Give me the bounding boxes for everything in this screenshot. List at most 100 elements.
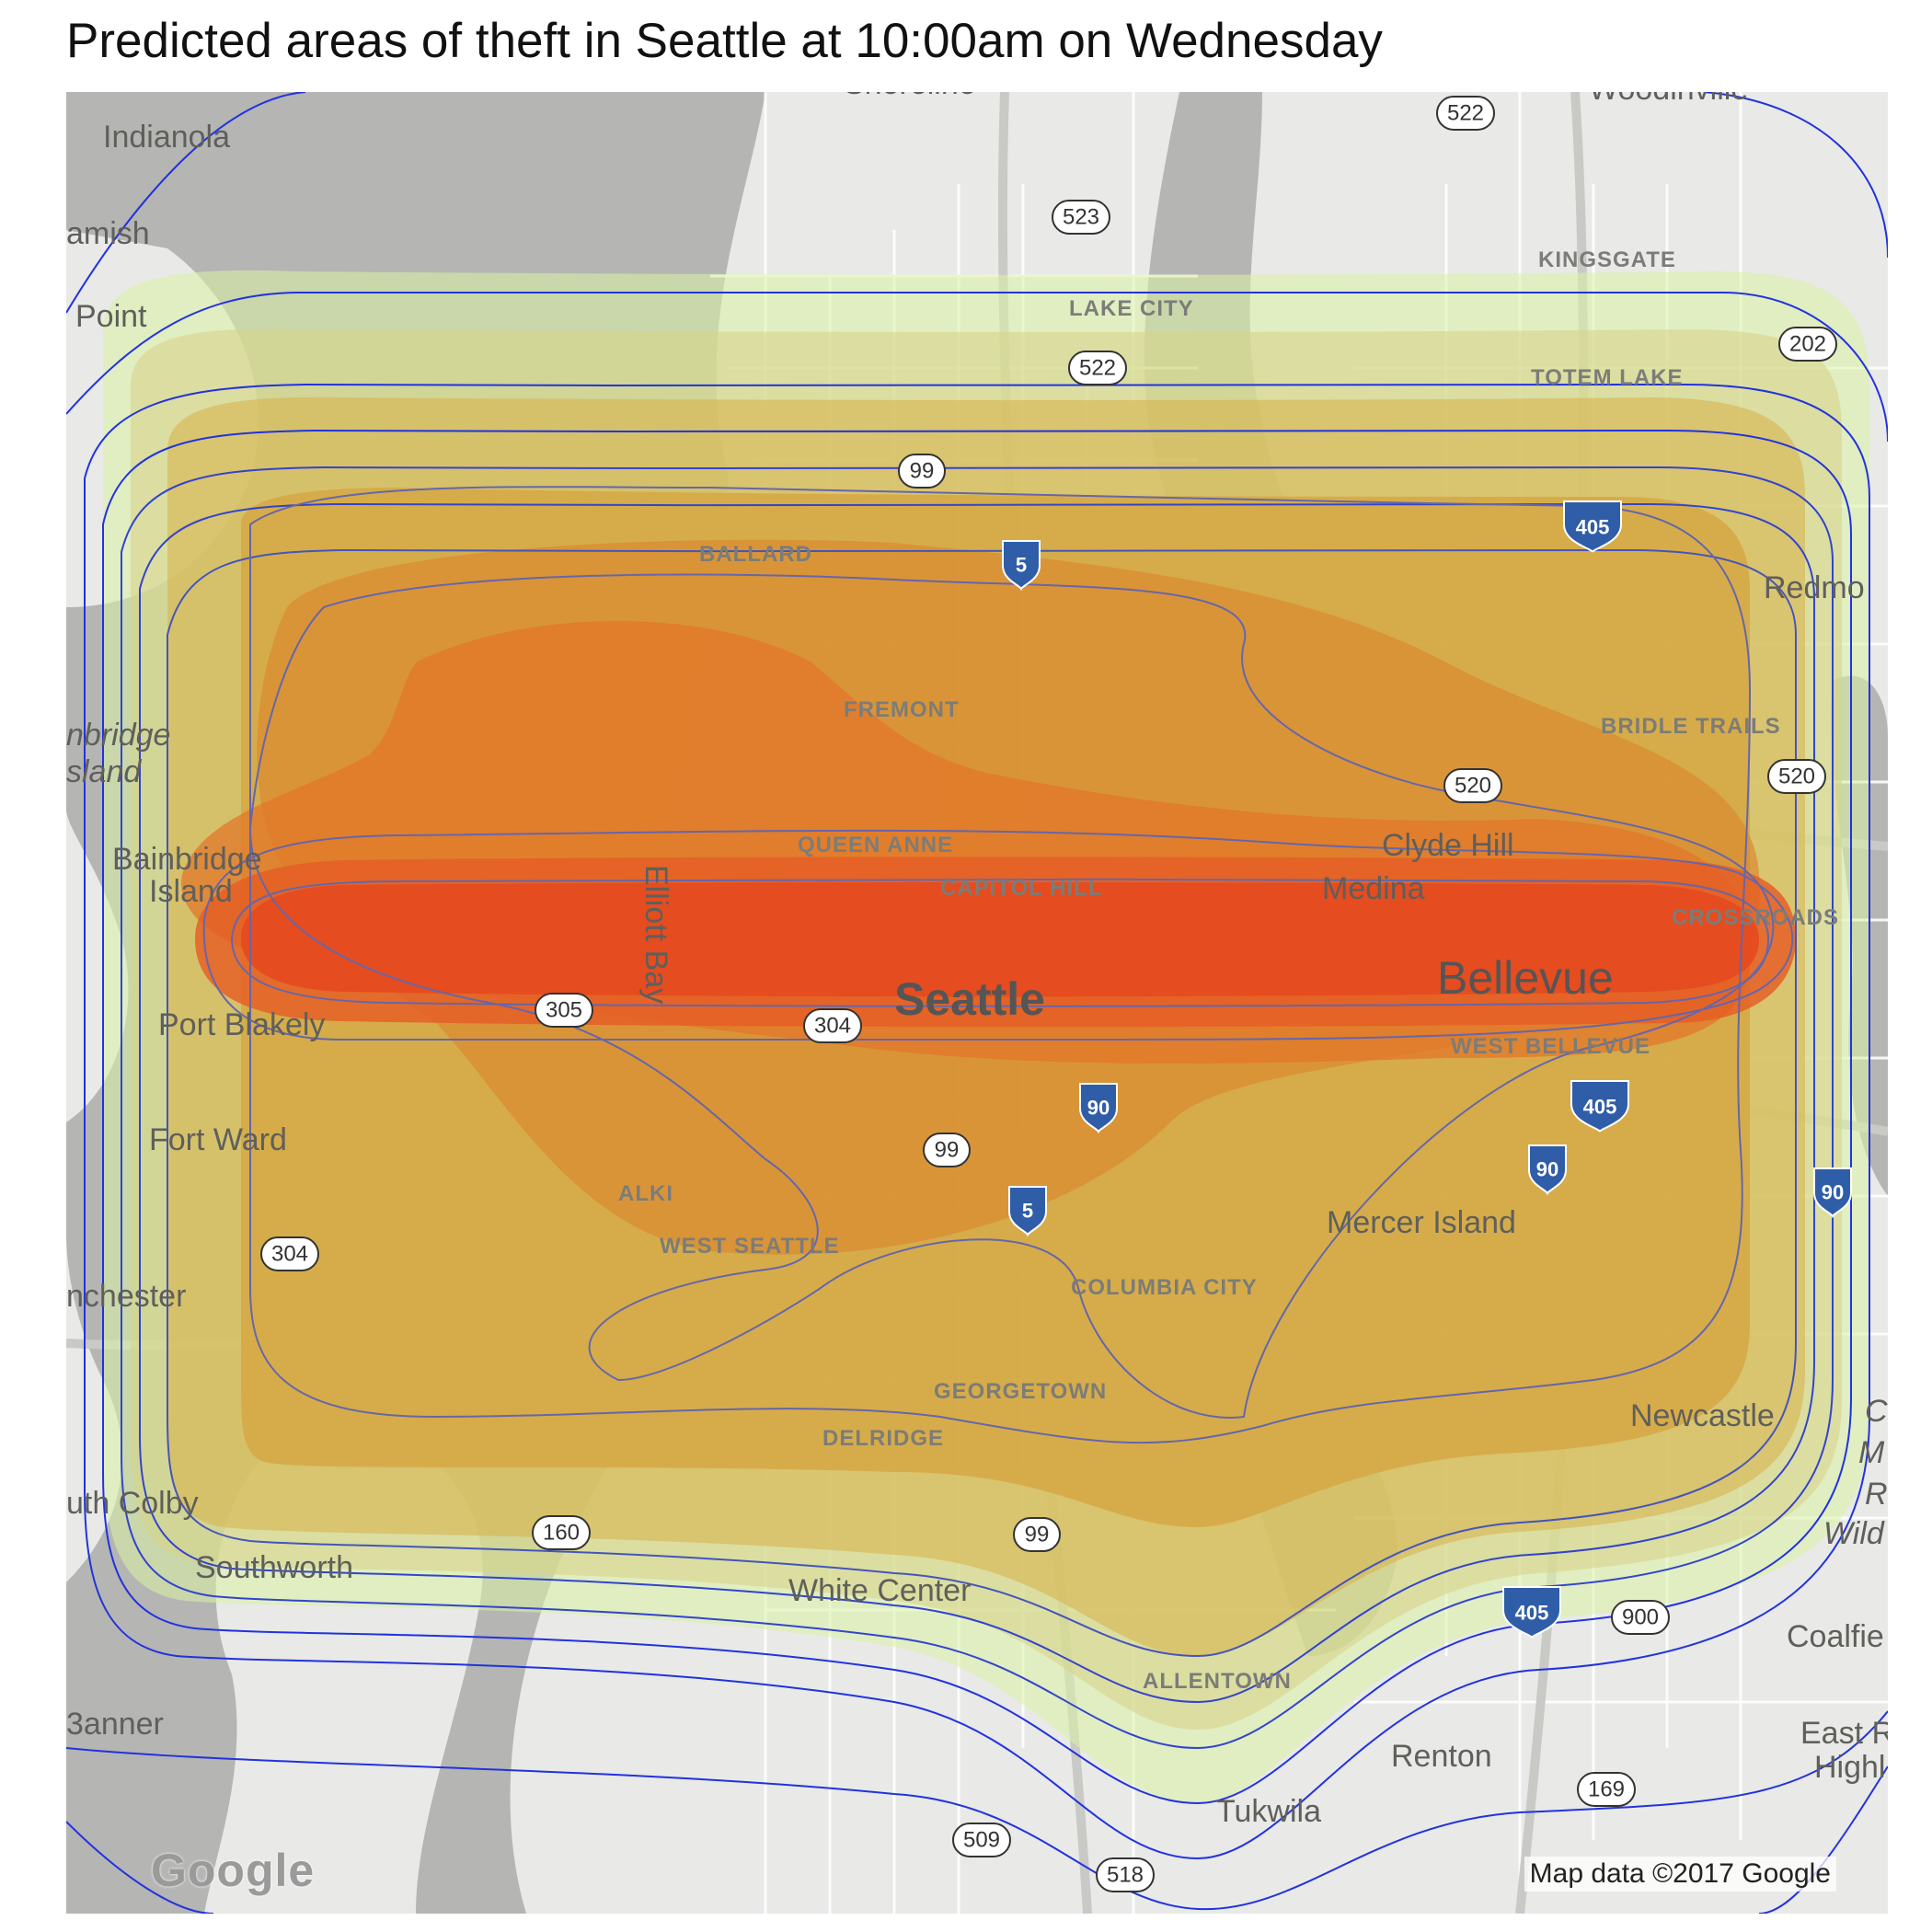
svg-text:522: 522 [1079,356,1116,381]
shield-522-north: 522 [1436,96,1495,131]
shield-900: 900 [1611,1600,1670,1635]
label-bainbridge-italic: nbridge [66,718,170,753]
google-logo: Google [151,1845,316,1896]
shield-304-a: 304 [803,1008,862,1043]
svg-text:304: 304 [271,1242,308,1267]
label-cedar-3: R [1865,1477,1888,1512]
label-manchester: nchester [66,1279,186,1314]
label-suquamish: amish [66,216,150,251]
shield-99-north: 99 [898,454,946,489]
label-south-colby: uth Colby [66,1486,199,1521]
shield-305: 305 [535,993,593,1028]
label-east-renton-2: Highl [1814,1750,1885,1785]
label-tukwila: Tukwila [1216,1794,1321,1829]
label-mercer-island: Mercer Island [1327,1205,1516,1240]
label-georgetown: GEORGETOWN [934,1379,1107,1404]
svg-text:90: 90 [1822,1181,1844,1204]
contour-outer-2 [66,291,1888,1911]
label-point: Point [75,299,147,334]
label-medina: Medina [1322,871,1425,906]
label-bellevue: Bellevue [1437,952,1614,1004]
contour-8 [248,486,1752,1444]
label-redmond: Redmo [1764,570,1865,605]
label-elliott-bay: Elliott Bay [638,865,673,1004]
shield-i90-c: 90 [1813,1167,1852,1219]
label-woodinville: Woodinville [1589,92,1748,107]
label-delridge: DELRIDGE [822,1426,944,1451]
label-island: Island [149,874,233,909]
map-svg[interactable]: Indianola amish Point nbridge sland Bain… [66,92,1888,1914]
label-totem-lake: TOTEM LAKE [1531,365,1684,390]
svg-text:509: 509 [963,1828,1000,1853]
label-shoreline: Shoreline [844,92,976,101]
svg-text:90: 90 [1087,1097,1110,1120]
label-east-renton-1: East R [1800,1716,1888,1751]
label-island-italic: sland [66,754,142,789]
label-queen-anne: QUEEN ANNE [798,833,953,857]
label-capitol-hill: CAPITOL HILL [940,876,1102,901]
label-cedar-4: Wild [1823,1516,1885,1551]
contour-9 [248,573,1775,1419]
route-shields: 522 523 522 202 99 405 5 520 520 305 304… [260,96,1852,1892]
shield-304-b: 304 [260,1236,319,1271]
svg-text:5: 5 [1016,554,1027,577]
shield-i90-a: 90 [1079,1083,1118,1134]
label-columbia-city: COLUMBIA CITY [1071,1275,1258,1300]
label-kingsgate: KINGSGATE [1538,247,1676,272]
svg-text:523: 523 [1063,205,1099,230]
svg-text:522: 522 [1447,101,1484,126]
shield-202: 202 [1778,327,1837,362]
shield-i405-renton: 405 [1502,1586,1561,1639]
label-coalfield: Coalfie [1787,1619,1884,1654]
map-title: Predicted areas of theft in Seattle at 1… [66,14,1383,68]
svg-text:405: 405 [1515,1602,1549,1625]
label-bridle-trails: BRIDLE TRAILS [1601,714,1781,739]
density-layer [103,270,1869,1803]
svg-text:90: 90 [1536,1158,1558,1181]
shield-160: 160 [532,1515,591,1550]
label-fremont: FREMONT [844,697,960,722]
contour-10 [202,829,1794,1041]
label-ballard: BALLARD [699,542,812,567]
map-canvas[interactable]: Indianola amish Point nbridge sland Bain… [66,92,1888,1914]
shield-99-south: 99 [1013,1517,1061,1552]
svg-text:520: 520 [1455,774,1491,799]
shield-99-mid: 99 [923,1133,971,1167]
contour-7 [167,548,1797,1658]
place-labels: Indianola amish Point nbridge sland Bain… [66,92,1888,1829]
svg-text:160: 160 [543,1521,580,1546]
svg-text:305: 305 [546,998,582,1023]
label-newcastle: Newcastle [1630,1398,1775,1433]
map-credit[interactable]: Map data ©2017 Google [1524,1857,1836,1892]
label-bainbridge: Bainbridge [112,842,262,877]
label-port-blakely: Port Blakely [158,1007,325,1042]
label-renton: Renton [1391,1739,1492,1774]
label-clyde-hill: Clyde Hill [1382,828,1514,863]
label-west-bellevue: WEST BELLEVUE [1451,1034,1650,1059]
shield-i405-north: 405 [1563,500,1622,553]
svg-text:520: 520 [1778,765,1815,789]
contour-6 [139,502,1815,1704]
density-peak [241,882,1759,997]
shield-520-a: 520 [1443,768,1502,803]
svg-text:99: 99 [910,459,935,484]
shield-522: 522 [1068,351,1127,385]
contour-5 [121,466,1834,1750]
contour-outer-1 [66,92,1888,1914]
shield-520-b: 520 [1767,759,1826,794]
svg-text:99: 99 [1025,1523,1050,1547]
shield-i90-b: 90 [1528,1144,1567,1196]
svg-text:169: 169 [1588,1777,1625,1802]
shield-i5-south: 5 [1008,1186,1047,1237]
svg-text:900: 900 [1622,1605,1659,1630]
svg-text:405: 405 [1576,516,1610,539]
shield-523: 523 [1052,200,1110,235]
label-crossroads: CROSSROADS [1672,905,1839,930]
svg-text:5: 5 [1022,1200,1033,1223]
label-fort-ward: Fort Ward [149,1122,287,1157]
shield-169: 169 [1577,1772,1636,1807]
label-allentown: ALLENTOWN [1143,1669,1292,1694]
shield-i5-north: 5 [1002,540,1041,592]
label-white-center: White Center [788,1573,971,1608]
label-alki: ALKI [618,1181,673,1206]
